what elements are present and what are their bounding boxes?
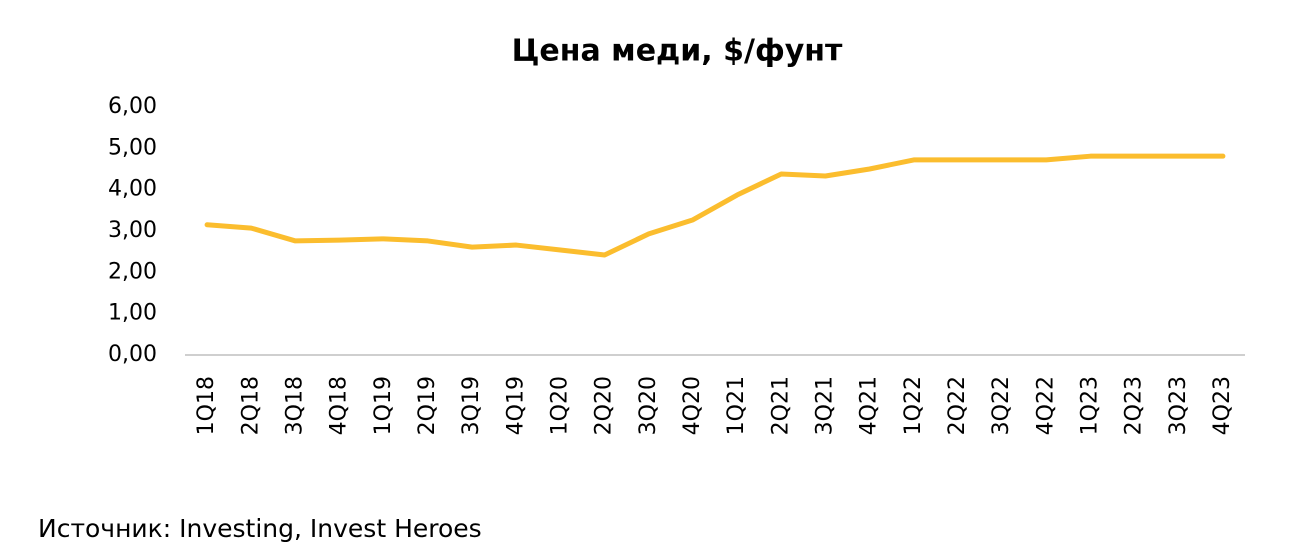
x-tick-label: 3Q18 bbox=[282, 376, 307, 435]
x-tick-label: 3Q22 bbox=[989, 376, 1014, 435]
x-tick-label: 4Q23 bbox=[1210, 376, 1235, 435]
x-tick-label: 1Q21 bbox=[724, 376, 749, 435]
x-tick-label: 4Q18 bbox=[327, 376, 352, 435]
y-tick-label: 6,00 bbox=[108, 94, 157, 119]
x-tick-label: 2Q18 bbox=[238, 376, 263, 435]
x-tick-label: 1Q18 bbox=[194, 376, 219, 435]
x-tick-label: 1Q20 bbox=[547, 376, 572, 435]
x-tick-label: 3Q19 bbox=[459, 376, 484, 435]
x-tick-label: 2Q21 bbox=[768, 376, 793, 435]
source-note: Источник: Investing, Invest Heroes bbox=[38, 514, 482, 543]
x-tick-label: 2Q20 bbox=[592, 376, 617, 435]
line-series bbox=[204, 153, 1226, 258]
x-tick-label: 4Q22 bbox=[1033, 376, 1058, 435]
chart-title: Цена меди, $/фунт bbox=[512, 34, 843, 69]
x-tick-label: 2Q19 bbox=[415, 376, 440, 435]
x-tick-label: 3Q20 bbox=[636, 376, 661, 435]
x-tick-label: 1Q23 bbox=[1077, 376, 1102, 435]
y-tick-label: 2,00 bbox=[108, 259, 157, 284]
y-tick-label: 0,00 bbox=[108, 342, 157, 367]
x-tick-label: 1Q22 bbox=[901, 376, 926, 435]
x-tick-label: 4Q21 bbox=[857, 376, 882, 435]
x-tick-label: 4Q20 bbox=[680, 376, 705, 435]
x-tick-label: 1Q19 bbox=[371, 376, 396, 435]
y-tick-label: 4,00 bbox=[108, 177, 157, 202]
x-tick-label: 2Q23 bbox=[1122, 376, 1147, 435]
x-tick-label: 3Q23 bbox=[1166, 376, 1191, 435]
x-tick-label: 3Q21 bbox=[812, 376, 837, 435]
y-tick-label: 3,00 bbox=[108, 218, 157, 243]
x-tick-label: 2Q22 bbox=[945, 376, 970, 435]
y-tick-label: 5,00 bbox=[108, 135, 157, 160]
y-tick-label: 1,00 bbox=[108, 301, 157, 326]
x-tick-label: 4Q19 bbox=[503, 376, 528, 435]
